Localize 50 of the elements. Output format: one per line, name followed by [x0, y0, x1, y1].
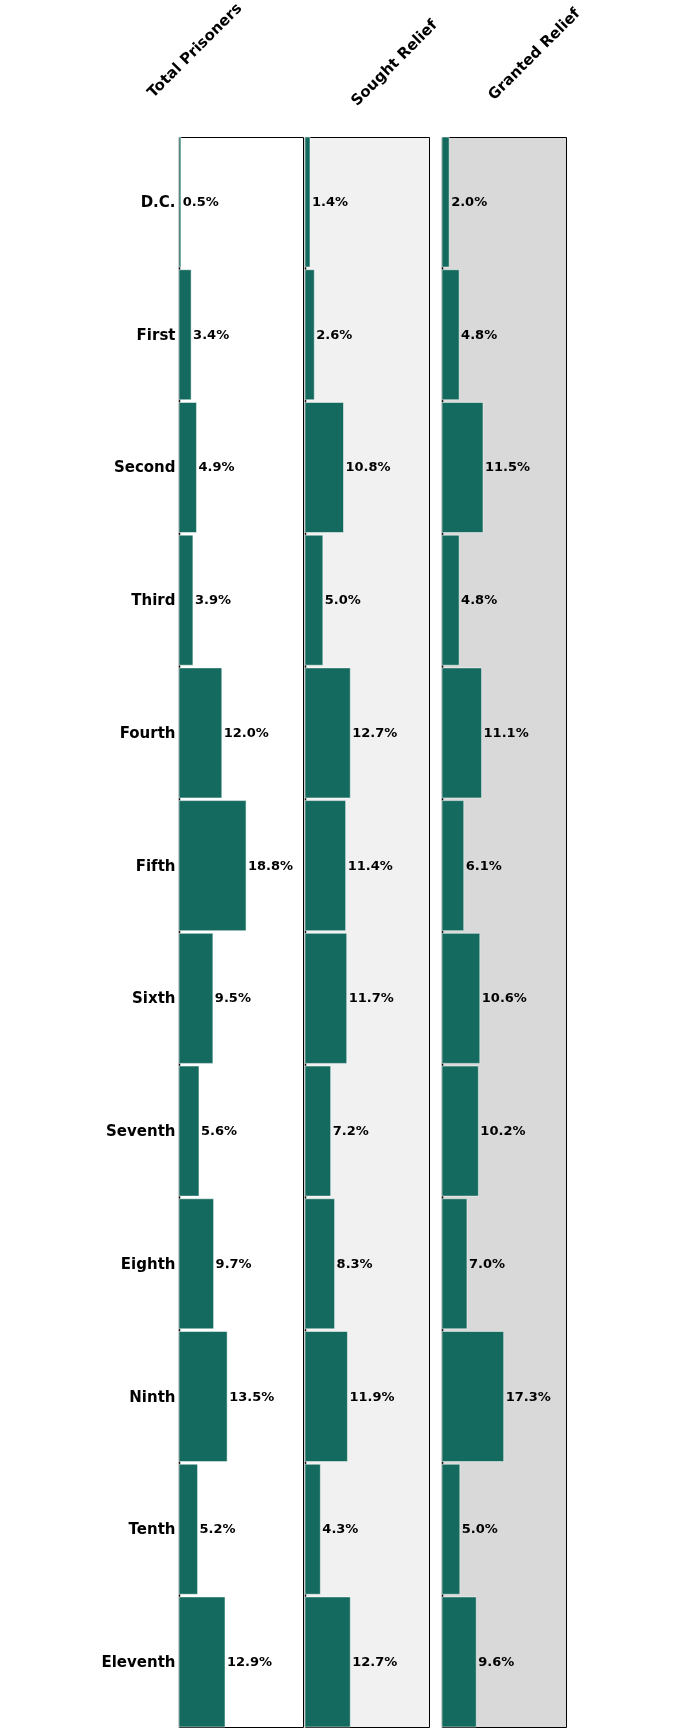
data-label: 9.7% [215, 1255, 252, 1271]
data-label: 11.5% [485, 459, 531, 475]
data-label: 11.7% [348, 990, 394, 1006]
data-label: 10.2% [480, 1123, 526, 1139]
y-tick-label: Third [131, 591, 176, 610]
data-label: 11.1% [483, 724, 529, 740]
data-label: 12.9% [226, 1653, 273, 1669]
data-label: 5.6% [200, 1123, 238, 1139]
data-label: 10.8% [345, 459, 391, 475]
data-label: 18.8% [248, 857, 294, 873]
data-label: 4.9% [198, 459, 235, 475]
data-label: 6.1% [465, 857, 502, 873]
y-tick-label: D.C. [140, 193, 176, 212]
data-label: 12.0% [223, 724, 269, 740]
y-tick-label: Eighth [120, 1254, 176, 1273]
bar [441, 1331, 504, 1462]
data-label: 5.0% [461, 1521, 498, 1537]
data-label: 3.9% [194, 592, 231, 608]
data-label: 17.3% [505, 1388, 551, 1404]
data-label: 11.4% [347, 857, 393, 873]
y-tick-label: Fifth [135, 856, 176, 875]
data-label: 11.9% [349, 1388, 395, 1404]
y-tick-label: Seventh [106, 1122, 176, 1141]
data-label: 8.3% [336, 1255, 373, 1271]
y-tick-label: Ninth [129, 1387, 176, 1406]
data-label: 5.2% [199, 1521, 236, 1537]
data-label: 12.7% [352, 724, 398, 740]
y-tick-label: First [136, 325, 176, 344]
y-tick-label: Eleventh [101, 1652, 176, 1671]
data-label: 9.5% [214, 990, 251, 1006]
data-label: 4.3% [322, 1521, 359, 1537]
data-label: 12.7% [352, 1653, 398, 1669]
data-label: 7.0% [468, 1255, 506, 1271]
y-tick-label: Sixth [132, 989, 176, 1008]
y-tick-label: Fourth [119, 723, 176, 742]
y-tick-label: Second [113, 458, 176, 477]
data-label: 5.0% [324, 592, 361, 608]
data-label: 0.5% [182, 194, 219, 210]
bar [441, 402, 484, 533]
data-label: 1.4% [311, 194, 349, 210]
data-label: 9.6% [478, 1653, 515, 1669]
y-tick-label: Tenth [128, 1520, 176, 1539]
data-label: 7.2% [332, 1123, 369, 1139]
data-label: 3.4% [193, 326, 230, 342]
data-label: 2.6% [316, 326, 353, 342]
data-label: 4.8% [461, 592, 498, 608]
data-label: 4.8% [461, 326, 498, 342]
data-label: 10.6% [481, 990, 527, 1006]
data-label: 2.0% [451, 194, 488, 210]
data-label: 13.5% [229, 1388, 275, 1404]
